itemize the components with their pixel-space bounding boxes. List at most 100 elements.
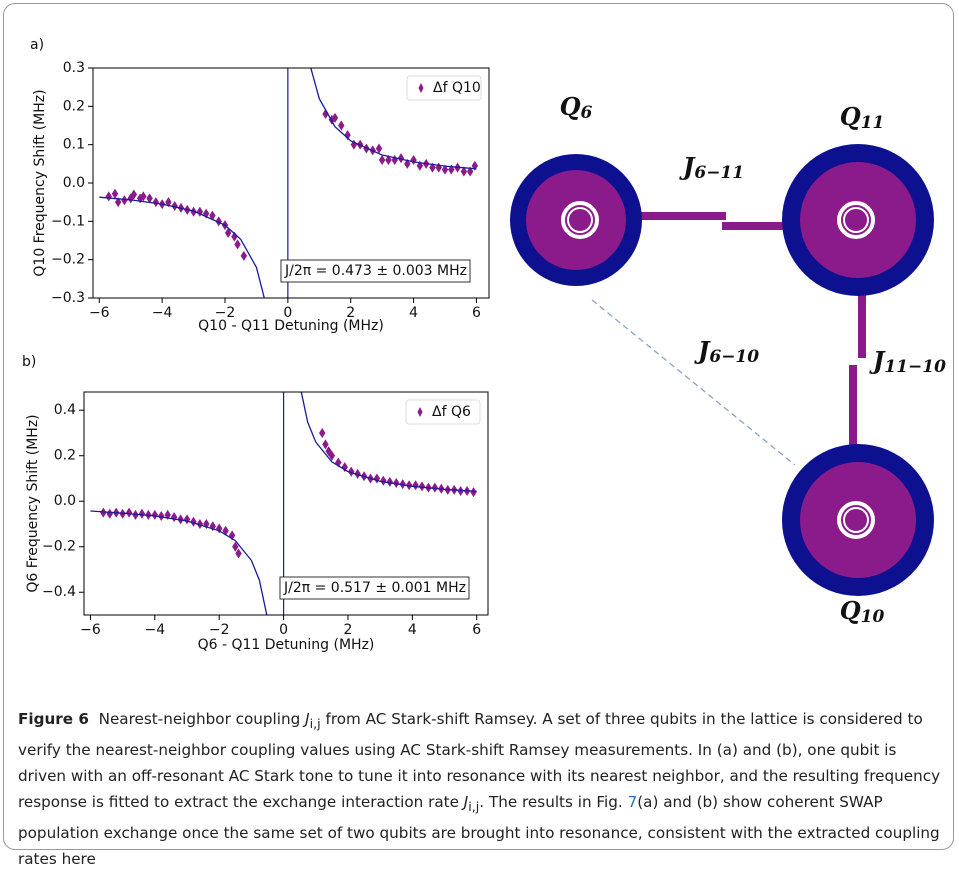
caption-symbol: J <box>463 793 469 812</box>
plot-frame <box>92 67 490 299</box>
edge-label: J6−10 <box>694 336 759 367</box>
data-point <box>151 509 159 520</box>
caption-subscript: i,j <box>468 799 480 815</box>
data-point <box>441 164 449 175</box>
data-point <box>100 507 107 518</box>
data-point <box>224 227 232 238</box>
caption-text: from AC Stark-shift Ramsey. A set of thr… <box>18 710 941 812</box>
x-tick-label: 2 <box>346 305 355 321</box>
data-point <box>240 250 248 261</box>
data-point <box>138 508 146 519</box>
y-tick-label: −0.2 <box>51 252 85 268</box>
data-point <box>190 206 197 217</box>
data-point <box>344 130 351 141</box>
edge-label: J11−10 <box>869 346 946 377</box>
data-point <box>111 188 119 199</box>
x-tick-label: −6 <box>80 622 101 638</box>
data-point <box>328 450 336 461</box>
qubit <box>782 444 934 596</box>
y-tick-label: −0.3 <box>51 290 85 306</box>
data-point <box>231 231 238 242</box>
data-point <box>341 462 348 473</box>
caption-symbol: J <box>305 710 310 728</box>
data-point <box>106 508 113 519</box>
x-tick-label: −4 <box>152 305 173 321</box>
data-point <box>322 439 329 450</box>
annotation: J/2π = 0.473 ± 0.003 MHz <box>284 263 467 279</box>
data-point <box>412 480 419 491</box>
y-axis-label: Q6 Frequency Shift (MHz) <box>25 414 41 592</box>
x-tick-label: 2 <box>344 622 353 638</box>
caption: Figure 6 Nearest-neighbor coupling Ji,j … <box>18 706 946 872</box>
legend-marker <box>418 83 424 93</box>
data-point <box>393 478 400 489</box>
data-point <box>386 476 394 487</box>
panel-label: b) <box>22 354 36 370</box>
y-tick-label: −0.2 <box>42 539 76 555</box>
panel-label: a) <box>30 37 44 53</box>
data-point <box>380 475 387 486</box>
data-point <box>319 427 326 438</box>
edge-label: J6−11 <box>679 152 744 183</box>
legend-box <box>406 75 482 101</box>
plot-area <box>99 68 479 298</box>
y-tick-label: 0.1 <box>63 137 85 153</box>
edge-symbol: J <box>694 336 711 365</box>
data-point <box>203 518 210 529</box>
y-tick-label: 0.3 <box>63 60 85 76</box>
edge-subscript: 11−10 <box>884 357 946 377</box>
node-subscript: 11 <box>861 113 885 133</box>
x-tick-label: 4 <box>408 622 417 638</box>
data-point <box>196 206 204 217</box>
node-label: Q10 <box>840 596 885 627</box>
x-tick-label: 4 <box>409 305 418 321</box>
data-point <box>234 239 241 250</box>
x-tick-label: −6 <box>89 305 110 321</box>
data-point <box>158 511 165 522</box>
annotation-box <box>279 576 470 600</box>
caption-text: . The results in Fig. <box>479 793 628 812</box>
data-point <box>130 189 138 200</box>
data-point <box>347 466 355 477</box>
data-point <box>385 155 392 165</box>
legend-label: Δf Q6 <box>432 404 471 420</box>
fit-curve <box>90 392 477 615</box>
y-tick-label: 0.2 <box>54 448 76 464</box>
data-point <box>171 201 178 211</box>
data-point <box>170 512 178 523</box>
figure-frame <box>3 3 954 850</box>
x-axis-label: Q10 - Q11 Detuning (MHz) <box>198 318 384 334</box>
data-point <box>202 208 210 219</box>
data-point <box>140 191 147 202</box>
fit-curve <box>99 68 477 298</box>
data-point <box>399 479 406 490</box>
annotation: J/2π = 0.517 ± 0.001 MHz <box>283 580 466 596</box>
coupling-dashed <box>591 299 796 466</box>
y-tick-label: 0.2 <box>63 98 85 114</box>
data-point <box>235 548 242 559</box>
y-axis-label: Q10 Frequency Shift (MHz) <box>32 89 48 276</box>
legend-marker <box>417 407 423 417</box>
edge-subscript: 6−11 <box>694 163 744 183</box>
node-subscript: 10 <box>861 607 885 627</box>
x-tick-label: 6 <box>472 622 481 638</box>
data-point <box>105 191 112 202</box>
data-point <box>152 197 160 208</box>
figure: Q6 Q11 Q10 J6−11 J11−10 J6−10 a)−6 −4 −2 0 2… <box>22 37 946 653</box>
x-axis-label: Q6 - Q11 Detuning (MHz) <box>198 637 375 653</box>
data-point <box>136 193 144 204</box>
edge-symbol: J <box>679 152 696 181</box>
figure-reference[interactable]: 7 <box>627 793 638 812</box>
x-tick-label: −4 <box>145 622 166 638</box>
data-point <box>338 120 345 131</box>
data-point <box>470 487 477 498</box>
data-point <box>146 193 153 204</box>
edge-symbol: J <box>869 346 886 375</box>
caption-subscript: i,j <box>309 716 321 732</box>
node-label: Q6 <box>560 92 593 123</box>
x-tick-label: 0 <box>283 305 292 321</box>
node-symbol: Q <box>840 596 861 625</box>
data-point <box>375 143 383 154</box>
data-point <box>125 507 133 518</box>
data-point <box>216 523 223 534</box>
